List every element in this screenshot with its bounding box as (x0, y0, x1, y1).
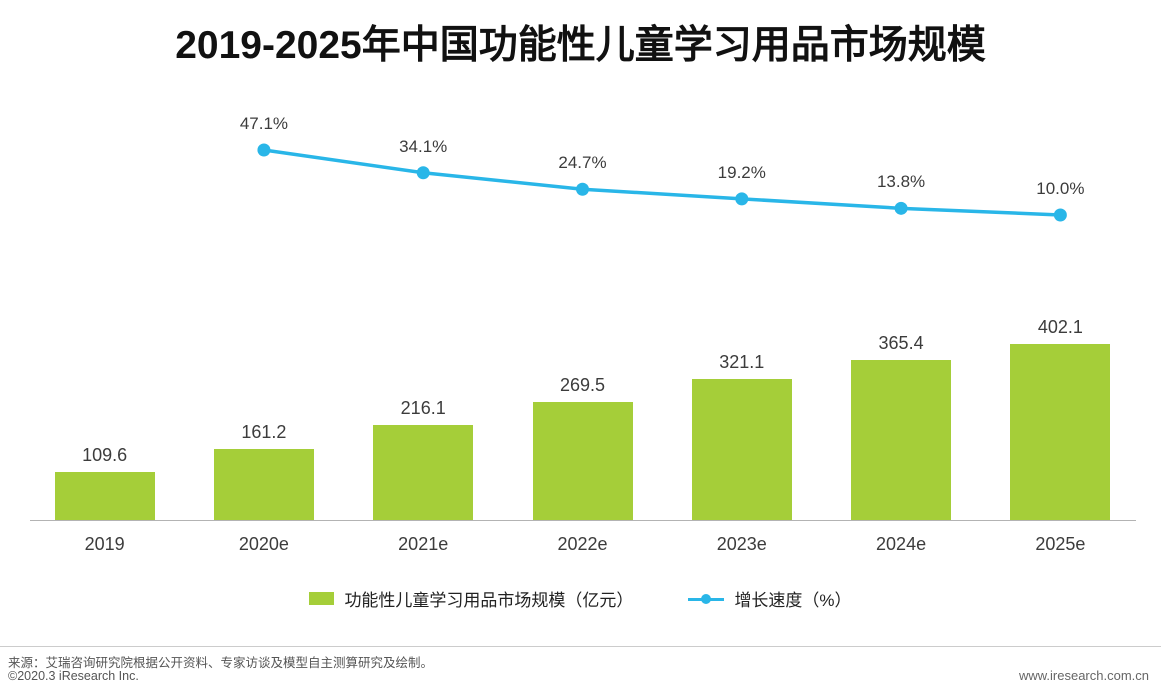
growth-value-label: 34.1% (399, 136, 448, 156)
chart-title: 2019-2025年中国功能性儿童学习用品市场规模 (175, 24, 986, 67)
growth-point (894, 201, 908, 215)
bar-value-label: 402.1 (1037, 317, 1083, 337)
growth-line-layer (257, 143, 1067, 222)
bar-value-label: 109.6 (82, 445, 128, 466)
bar-2022e (532, 402, 633, 520)
x-axis-label: 2022e (557, 534, 608, 554)
line-series-swatch-icon (688, 593, 725, 605)
growth-value-label: 19.2% (717, 162, 766, 182)
bar-2019 (54, 472, 155, 520)
copyright-text: ©2020.3 iResearch Inc. (8, 669, 139, 683)
growth-line (263, 148, 1061, 217)
footer-divider (0, 646, 1161, 647)
bar-2024e (851, 360, 952, 520)
growth-point (1053, 208, 1067, 222)
growth-value-label: 24.7% (558, 153, 607, 173)
growth-point (576, 182, 589, 196)
growth-point (416, 166, 430, 180)
growth-value-label: 10.0% (1036, 178, 1085, 198)
growth-point (257, 143, 271, 157)
x-axis-label: 2020e (238, 534, 289, 554)
legend-item-line: 增长速度（%） (688, 586, 852, 611)
bar-2021e (373, 425, 474, 520)
growth-value-label: 47.1% (239, 113, 289, 133)
bar-2025e (1010, 344, 1111, 520)
bar-value-label: 321.1 (719, 352, 765, 373)
bar-value-label: 216.1 (400, 398, 446, 419)
legend-item-bar: 功能性儿童学习用品市场规模（亿元） (309, 586, 633, 611)
x-axis-label: 2024e (876, 534, 927, 554)
bar-value-label: 161.2 (241, 422, 287, 443)
website-text: www.iresearch.com.cn (1018, 668, 1149, 683)
bar-2023e (691, 379, 792, 520)
bar-2020e (213, 449, 314, 520)
x-axis-label: 2023e (716, 534, 767, 554)
bar-value-label: 269.5 (559, 375, 606, 396)
growth-point (735, 192, 749, 206)
x-axis-line (30, 520, 1136, 521)
combo-chart: 109.6 2019 161.2 2020e 216.1 2021e 269.5 2022e 3… (0, 75, 1161, 575)
line-swatch-dot (701, 593, 712, 604)
legend: 功能性儿童学习用品市场规模（亿元） 增长速度（%） (0, 586, 1161, 611)
x-axis-label: 2019 (84, 534, 125, 554)
bar-series-label: 功能性儿童学习用品市场规模（亿元） (344, 591, 634, 610)
bar-series-swatch-icon (309, 592, 335, 605)
x-axis-label: 2025e (1035, 534, 1086, 554)
bar-value-label: 365.4 (878, 333, 924, 354)
growth-value-label: 13.8% (876, 172, 926, 192)
source-note: 来源：艾瑞咨询研究院根据公开资料、专家访谈及模型自主测算研究及绘制。 (8, 656, 434, 670)
x-axis-label: 2021e (398, 534, 449, 554)
line-series-label: 增长速度（%） (734, 591, 852, 610)
